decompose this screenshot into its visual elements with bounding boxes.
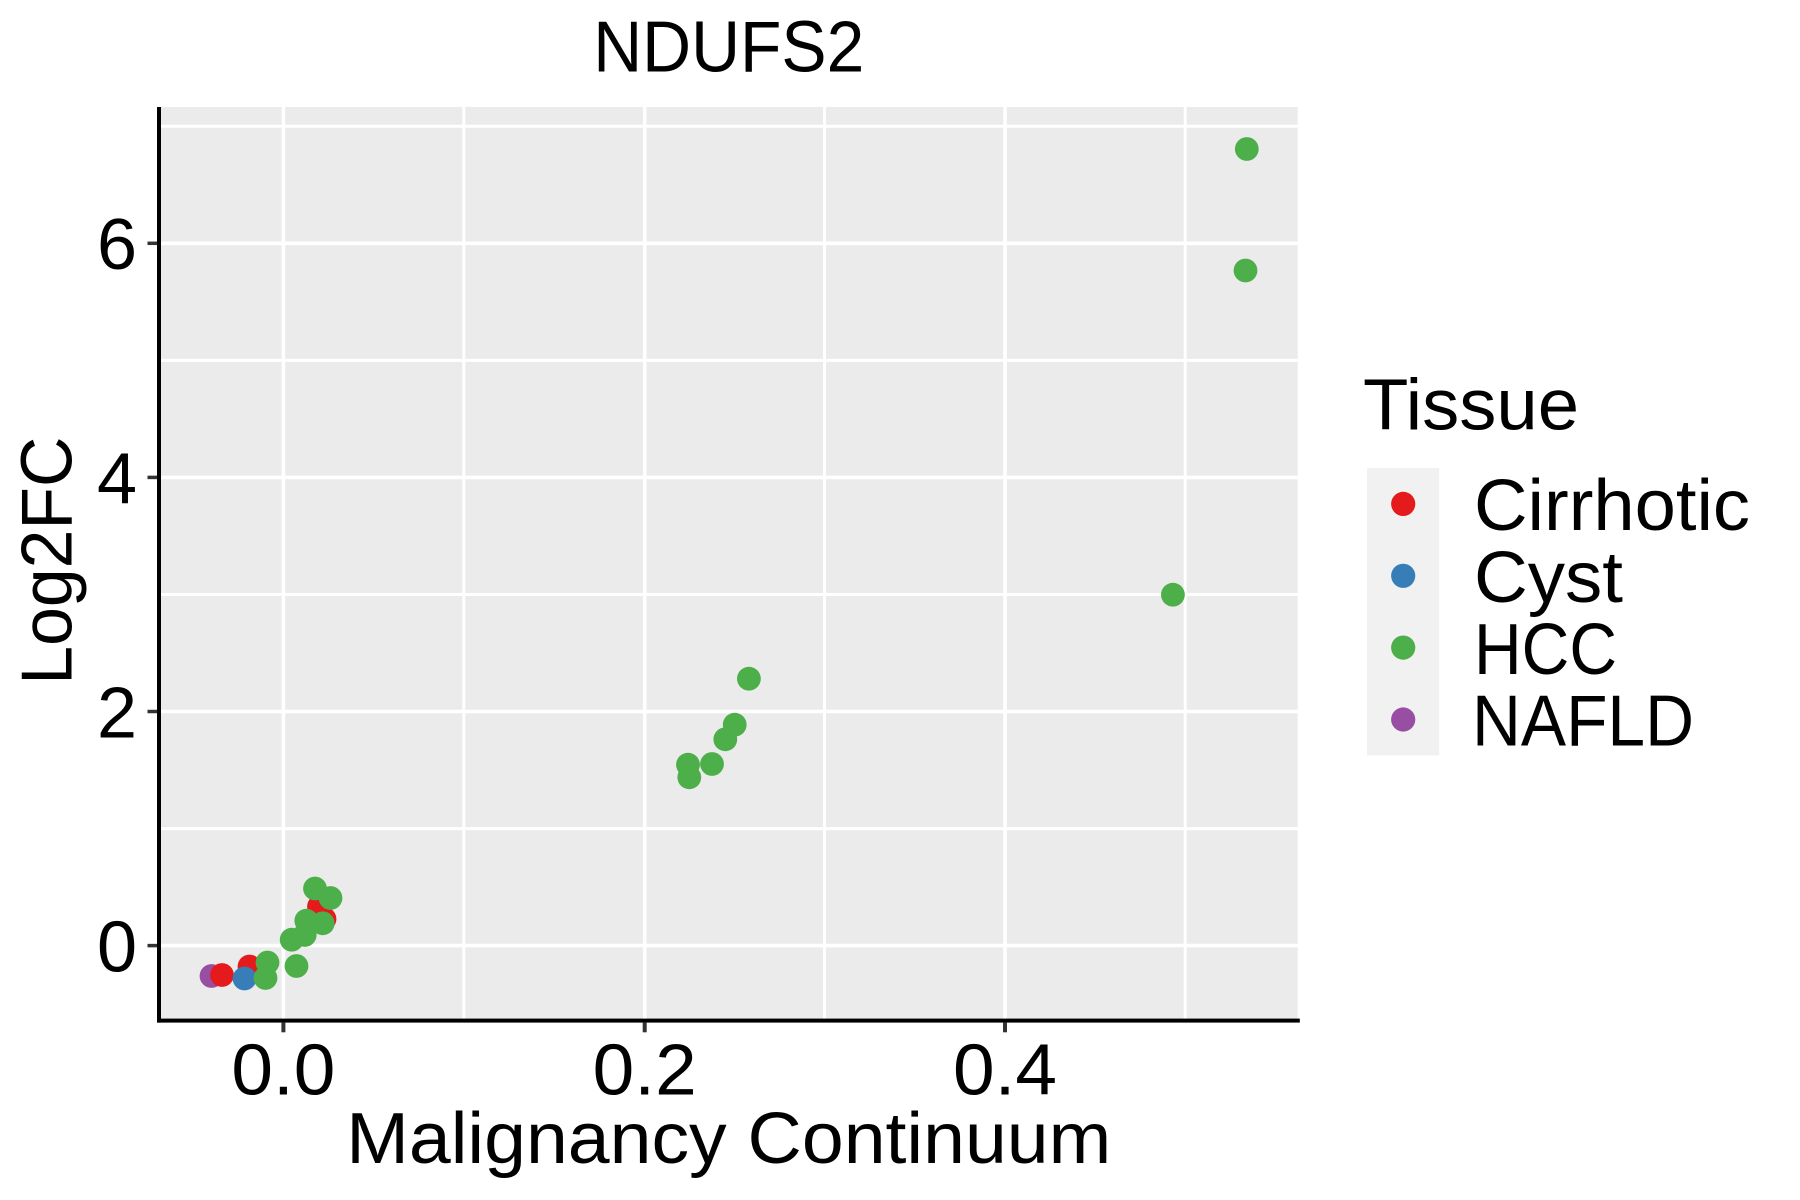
svg-text:NDUFS2: NDUFS2	[593, 8, 864, 88]
svg-text:2: 2	[97, 673, 137, 753]
svg-text:Cyst: Cyst	[1474, 538, 1623, 618]
svg-text:Malignancy Continuum: Malignancy Continuum	[346, 1099, 1111, 1179]
svg-text:Log2FC: Log2FC	[8, 437, 88, 685]
svg-text:HCC: HCC	[1474, 610, 1617, 690]
svg-text:4: 4	[97, 439, 137, 519]
svg-text:0.4: 0.4	[953, 1031, 1057, 1111]
svg-text:Tissue: Tissue	[1363, 366, 1579, 446]
svg-text:0: 0	[97, 908, 137, 988]
svg-text:0.0: 0.0	[231, 1031, 335, 1111]
svg-text:6: 6	[97, 205, 137, 285]
svg-text:0.2: 0.2	[593, 1031, 697, 1111]
svg-text:Cirrhotic: Cirrhotic	[1474, 466, 1750, 546]
svg-text:NAFLD: NAFLD	[1472, 682, 1694, 762]
